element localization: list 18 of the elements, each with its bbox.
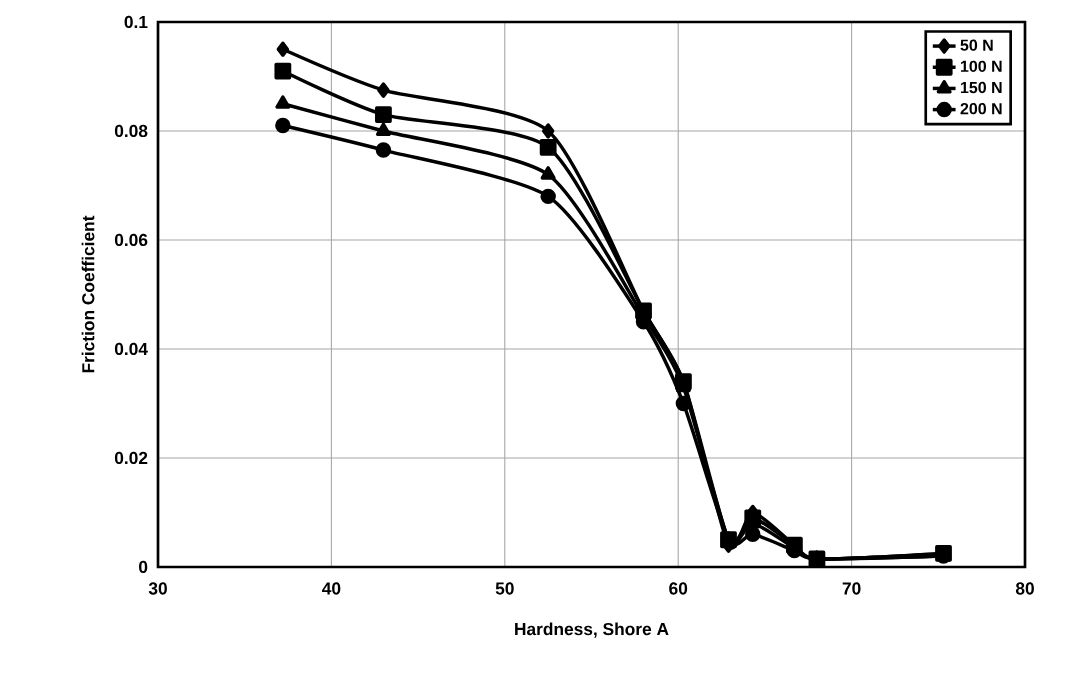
- y-tick-label: 0.02: [114, 451, 148, 465]
- y-axis-title: Friction Coefficient: [81, 215, 95, 373]
- y-tick-label: 0.04: [114, 342, 148, 356]
- x-axis-title: Hardness, Shore A: [515, 622, 669, 638]
- y-tick-label: 0.08: [114, 124, 148, 138]
- legend-label: 150 N: [960, 81, 1002, 94]
- x-tick-label: 50: [495, 582, 514, 595]
- y-tick-label: 0: [139, 560, 148, 574]
- x-tick-label: 80: [1015, 582, 1034, 595]
- y-tick-label: 0.1: [124, 15, 148, 29]
- x-tick-label: 60: [669, 582, 688, 595]
- legend-label: 200 N: [960, 103, 1002, 115]
- x-tick-label: 40: [322, 582, 341, 595]
- legend-label: 100 N: [960, 60, 1002, 72]
- y-tick-label: 0.06: [114, 233, 148, 247]
- legend-label: 50 N: [960, 39, 993, 51]
- x-tick-label: 70: [842, 582, 861, 595]
- x-tick-label: 30: [148, 582, 167, 595]
